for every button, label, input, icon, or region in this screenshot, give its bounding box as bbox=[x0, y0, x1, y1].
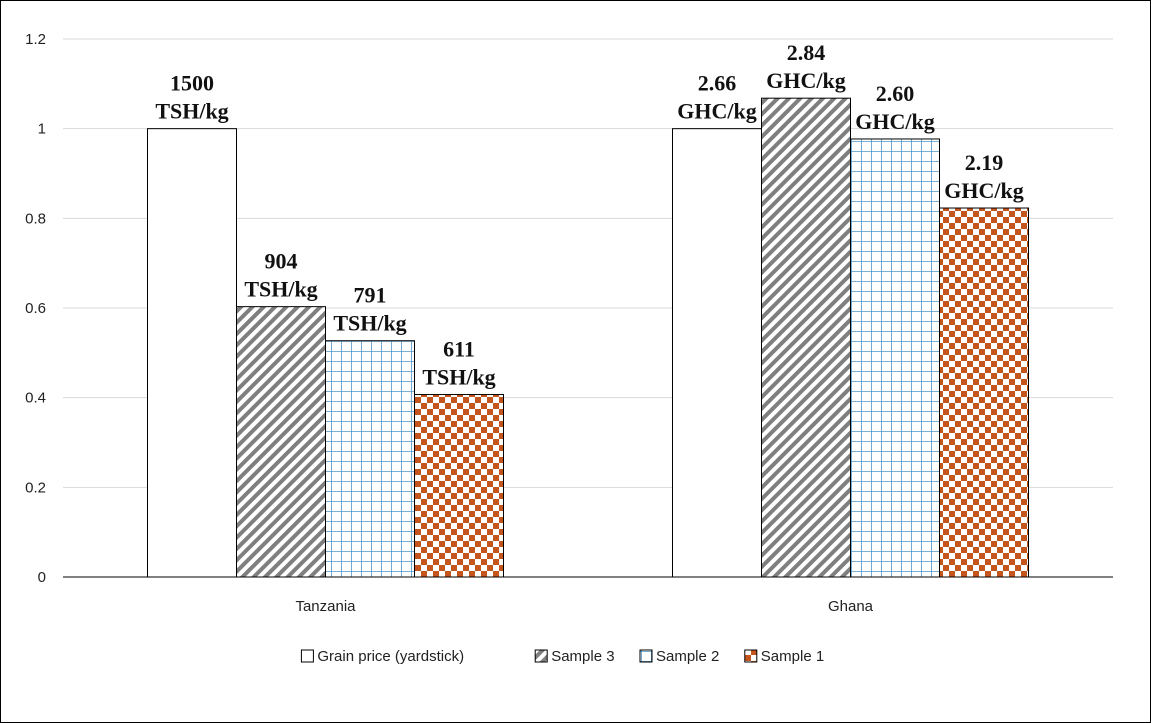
data-label-unit: GHC/kg bbox=[677, 99, 756, 124]
legend: Grain price (yardstick) Sample 3 Sample 2 S… bbox=[300, 648, 824, 665]
bar-sample-1-ghana bbox=[939, 207, 1029, 578]
bar-sample-2-tanzania bbox=[325, 340, 415, 578]
data-label-value: 611 bbox=[443, 337, 475, 362]
bar-grain-price-yardstick--ghana bbox=[672, 128, 762, 578]
data-label-value: 2.60 bbox=[876, 81, 915, 106]
data-label-value: 791 bbox=[354, 283, 387, 308]
bar-sample-2-ghana bbox=[850, 138, 940, 578]
bar-sample-1-tanzania bbox=[414, 394, 504, 578]
category-label: Tanzania bbox=[295, 598, 356, 615]
y-tick-label: 1.2 bbox=[25, 31, 46, 48]
data-label-unit: GHC/kg bbox=[944, 178, 1023, 203]
y-tick-label: 0.8 bbox=[25, 210, 46, 227]
legend-swatch bbox=[639, 649, 653, 663]
data-label-unit: TSH/kg bbox=[155, 99, 228, 124]
bars bbox=[147, 97, 1029, 578]
data-label-unit: GHC/kg bbox=[766, 68, 845, 93]
legend-item-sample-2: Sample 2 bbox=[639, 648, 719, 665]
y-tick-label: 1 bbox=[38, 121, 46, 138]
data-label-unit: TSH/kg bbox=[422, 365, 495, 390]
y-tick-label: 0.2 bbox=[25, 479, 46, 496]
data-label-value: 2.19 bbox=[965, 150, 1004, 175]
data-label-unit: TSH/kg bbox=[244, 277, 317, 302]
legend-item-sample-3: Sample 3 bbox=[534, 648, 615, 665]
bar-grain-price-yardstick--tanzania bbox=[147, 128, 237, 578]
data-label-value: 1500 bbox=[170, 71, 214, 96]
legend-swatch bbox=[534, 649, 548, 663]
data-label-value: 2.66 bbox=[698, 71, 737, 96]
legend-swatch bbox=[744, 649, 758, 663]
legend-swatch bbox=[300, 649, 314, 663]
legend-label: Sample 2 bbox=[656, 648, 719, 665]
y-axis-ticks: 0 0.2 0.4 0.6 0.8 1 1.2 bbox=[25, 31, 46, 586]
bar-sample-3-tanzania bbox=[236, 306, 326, 578]
category-labels: Tanzania Ghana bbox=[295, 598, 873, 615]
legend-item-grain-price-yardstick-: Grain price (yardstick) bbox=[300, 648, 464, 665]
bar-sample-3-ghana bbox=[761, 97, 851, 578]
legend-item-sample-1: Sample 1 bbox=[744, 648, 824, 665]
legend-label: Sample 1 bbox=[761, 648, 824, 665]
y-tick-label: 0.4 bbox=[25, 390, 46, 407]
data-labels: 1500 TSH/kg 904 TSH/kg 791 TSH/kg 611 TSH/kg 2.6… bbox=[155, 40, 1023, 389]
legend-label: Sample 3 bbox=[551, 648, 614, 665]
data-label-unit: TSH/kg bbox=[333, 311, 406, 336]
category-label: Ghana bbox=[828, 598, 874, 615]
y-tick-label: 0 bbox=[38, 569, 46, 586]
data-label-value: 2.84 bbox=[787, 40, 826, 65]
data-label-value: 904 bbox=[265, 249, 298, 274]
data-label-unit: GHC/kg bbox=[855, 109, 934, 134]
legend-label: Grain price (yardstick) bbox=[317, 648, 464, 665]
y-tick-label: 0.6 bbox=[25, 300, 46, 317]
